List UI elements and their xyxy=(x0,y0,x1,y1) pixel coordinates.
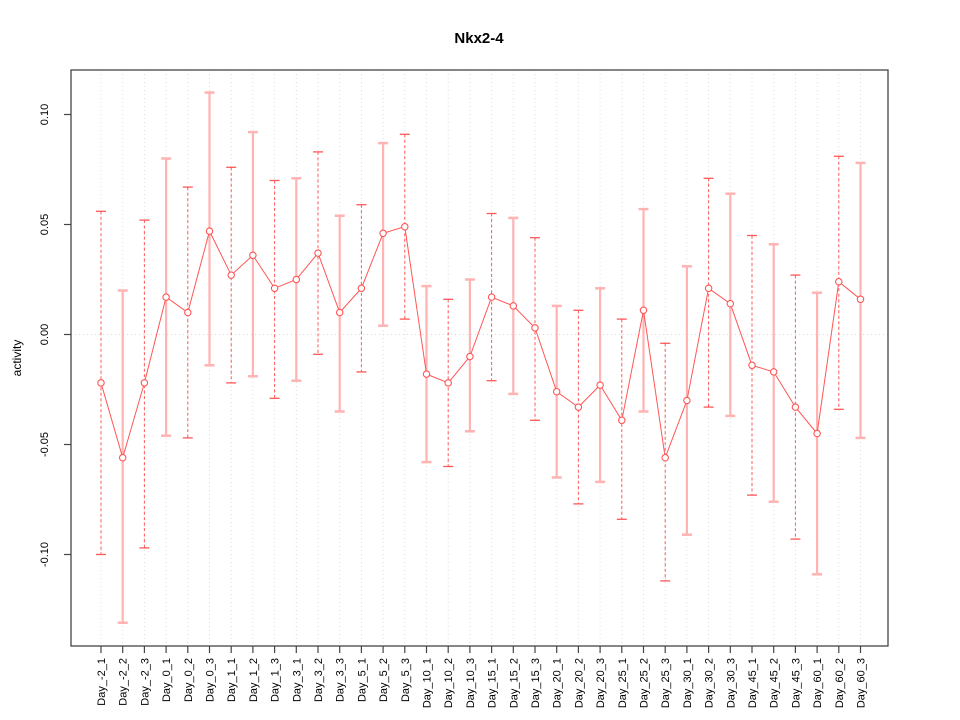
x-tick-label: Day_1_2 xyxy=(248,658,260,702)
x-tick-label: Day_60_2 xyxy=(834,658,846,708)
data-point xyxy=(552,387,561,396)
data-point xyxy=(748,361,756,370)
x-tick-label: Day_15_1 xyxy=(487,658,499,708)
x-tick-label: Day_15_3 xyxy=(530,658,542,708)
x-tick-label: Day_5_3 xyxy=(400,658,412,702)
x-tick-label: Day_-2_3 xyxy=(139,658,151,706)
x-tick-label: Day_-2_1 xyxy=(96,658,108,706)
error-bar xyxy=(573,309,584,505)
data-point xyxy=(726,299,735,308)
data-point xyxy=(704,284,713,293)
data-point xyxy=(466,352,474,361)
x-tick-label: Day_0_1 xyxy=(161,658,173,702)
error-bar xyxy=(139,219,150,549)
x-tick-label: Day_45_2 xyxy=(769,658,781,708)
y-tick-label: 0.00 xyxy=(39,324,51,345)
data-point xyxy=(574,403,583,411)
data-point xyxy=(444,379,452,387)
error-bar xyxy=(269,179,280,399)
data-point xyxy=(835,277,843,286)
x-tick-label: Day_3_1 xyxy=(291,658,303,702)
data-point xyxy=(769,368,778,376)
y-tick-label: -0.10 xyxy=(39,542,51,567)
x-tick-label: Day_30_2 xyxy=(704,658,716,708)
x-tick-label: Day_30_1 xyxy=(682,658,694,708)
data-point xyxy=(487,293,496,301)
data-point xyxy=(118,453,127,462)
data-point xyxy=(596,381,604,389)
error-bar xyxy=(226,166,237,384)
error-bar xyxy=(182,186,193,439)
data-point xyxy=(97,379,105,387)
data-point xyxy=(379,229,387,238)
grid-layer xyxy=(71,70,888,646)
x-tick-label: Day_30_3 xyxy=(725,658,737,708)
x-tick-label: Day_60_3 xyxy=(856,658,868,708)
error-bar xyxy=(747,234,757,496)
data-point xyxy=(357,284,366,293)
data-point xyxy=(162,293,170,301)
x-tick-label: Day_15_2 xyxy=(508,658,520,708)
x-tick-label: Day_20_2 xyxy=(573,658,585,708)
data-point xyxy=(401,222,409,231)
error-bar xyxy=(660,342,671,582)
data-point xyxy=(227,271,235,279)
data-point xyxy=(813,429,821,438)
x-tick-label: Day_10_1 xyxy=(422,658,434,708)
series-layer xyxy=(97,222,865,462)
error-bar xyxy=(399,133,410,320)
axis-layer: 0.10 0.05 0.00 -0.05 -0.10 Day_-2_1 Day_-2_2 Da… xyxy=(39,104,868,708)
data-point xyxy=(683,396,691,405)
error-bar-layer xyxy=(96,91,866,624)
data-point xyxy=(618,416,626,425)
x-tick-label: Day_60_1 xyxy=(812,658,824,708)
x-tick-label: Day_5_2 xyxy=(378,658,390,702)
data-point xyxy=(205,227,214,235)
data-point xyxy=(422,370,431,378)
data-point xyxy=(509,302,518,310)
y-tick-label: 0.10 xyxy=(39,104,51,125)
data-point xyxy=(531,324,539,332)
x-tick-label: Day_20_3 xyxy=(595,658,607,708)
x-tick-label: Day_5_1 xyxy=(356,658,368,702)
data-point xyxy=(292,275,301,284)
x-tick-label: Day_25_1 xyxy=(617,658,629,708)
data-point xyxy=(184,308,192,317)
y-tick-label: -0.05 xyxy=(39,432,51,457)
x-tick-label: Day_3_2 xyxy=(313,658,325,702)
data-point xyxy=(856,295,865,304)
series-line xyxy=(100,226,861,460)
data-point xyxy=(140,379,149,387)
error-bar xyxy=(530,237,540,421)
plot-border xyxy=(70,69,889,647)
data-point xyxy=(791,403,800,411)
x-tick-label: Day_25_2 xyxy=(639,658,651,708)
chart-title: Nkx2-4 xyxy=(454,30,504,47)
data-point xyxy=(314,249,322,257)
x-tick-label: Day_10_3 xyxy=(465,658,477,708)
x-tick-label: Day_10_2 xyxy=(443,658,455,708)
data-point xyxy=(335,308,344,317)
x-tick-label: Day_0_3 xyxy=(205,658,217,702)
x-tick-label: Day_1_1 xyxy=(226,658,238,702)
x-tick-label: Day_45_3 xyxy=(790,658,802,708)
x-tick-label: Day_25_3 xyxy=(660,658,672,708)
error-bar xyxy=(703,177,714,408)
error-bar xyxy=(790,274,801,540)
data-point xyxy=(639,306,648,315)
data-point xyxy=(249,251,257,260)
x-tick-label: Day_45_1 xyxy=(747,658,759,708)
x-tick-label: Day_20_1 xyxy=(552,658,564,708)
y-tick-label: 0.05 xyxy=(39,214,51,235)
x-tick-label: Day_3_3 xyxy=(335,658,347,702)
data-point xyxy=(270,284,279,293)
x-tick-label: Day_-2_2 xyxy=(118,658,130,706)
y-axis-label: activity xyxy=(10,340,24,377)
x-tick-label: Day_0_2 xyxy=(183,658,195,702)
data-point xyxy=(661,453,669,462)
x-tick-label: Day_1_3 xyxy=(270,658,282,702)
